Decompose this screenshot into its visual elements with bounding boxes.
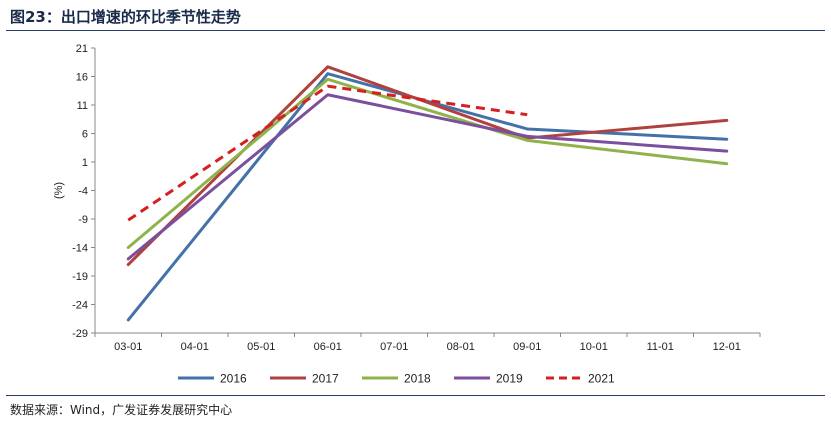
x-tick-label: 07-01 <box>380 341 408 353</box>
y-axis-label: (%) <box>53 182 65 199</box>
y-tick-label: 11 <box>77 100 88 112</box>
y-tick-label: 1 <box>82 157 88 169</box>
series-line-2019 <box>126 93 729 261</box>
y-tick-label: 6 <box>82 129 88 141</box>
figure-title: 图23：出口增速的环比季节性走势 <box>10 8 241 26</box>
legend-label-2016: 2016 <box>220 372 247 386</box>
x-tick-label: 06-01 <box>314 341 342 353</box>
title-divider <box>6 30 825 31</box>
y-tick-label: -14 <box>72 243 88 255</box>
x-tick-label: 04-01 <box>181 341 209 353</box>
x-tick-label: 10-01 <box>580 341 608 353</box>
y-tick-label: -24 <box>72 300 88 312</box>
y-tick-label: -4 <box>78 186 88 198</box>
y-tick-label: -9 <box>78 214 88 226</box>
y-tick-label: -19 <box>72 271 88 283</box>
x-tick-label: 12-01 <box>713 341 741 353</box>
y-tick-label: 21 <box>76 43 88 55</box>
series-line-2018 <box>126 77 729 249</box>
legend-label-2018: 2018 <box>404 372 431 386</box>
series-line-2017 <box>126 65 729 267</box>
x-tick-label: 11-01 <box>647 341 674 353</box>
y-tick-label: 16 <box>76 72 88 84</box>
x-tick-label: 08-01 <box>447 341 475 353</box>
source-note: 数据来源：Wind，广发证券发展研究中心 <box>10 403 233 417</box>
footer-divider <box>6 395 825 396</box>
legend-label-2019: 2019 <box>496 372 523 386</box>
x-tick-label: 09-01 <box>513 341 541 353</box>
series-line-2021 <box>127 84 528 222</box>
y-tick-label: -29 <box>72 328 88 340</box>
x-tick-label: 05-01 <box>247 341 275 353</box>
legend-label-2017: 2017 <box>312 372 339 386</box>
x-tick-label: 03-01 <box>114 341 142 353</box>
legend-label-2021: 2021 <box>588 372 615 386</box>
